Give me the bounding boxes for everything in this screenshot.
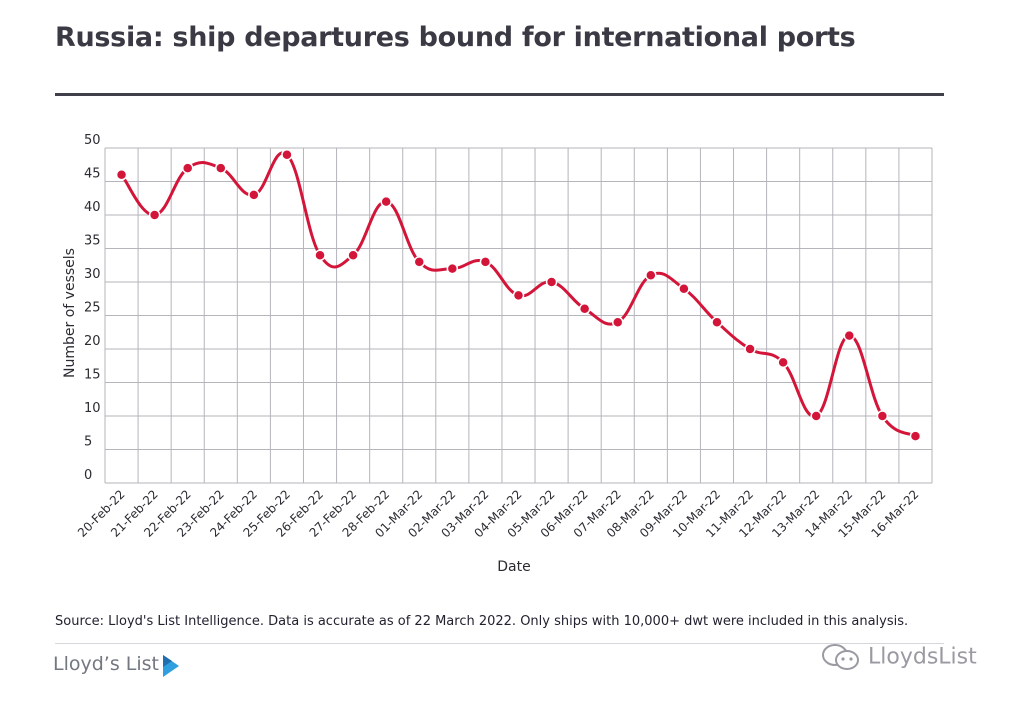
source-note: Source: Lloyd's List Intelligence. Data … bbox=[55, 614, 909, 629]
footer-divider bbox=[55, 643, 944, 644]
y-tick-label: 35 bbox=[84, 234, 101, 249]
lloyds-list-logo: Lloyd’s List bbox=[53, 653, 159, 675]
data-point bbox=[578, 303, 591, 315]
data-point bbox=[446, 262, 459, 275]
x-tick-labels: 20-Feb-2221-Feb-2222-Feb-2223-Feb-2224-F… bbox=[75, 487, 922, 540]
y-tick-label: 40 bbox=[84, 200, 101, 215]
y-axis-label: Number of vessels bbox=[62, 248, 78, 378]
y-tick-label: 15 bbox=[84, 368, 101, 383]
y-tick-label: 20 bbox=[84, 334, 101, 349]
data-point bbox=[744, 343, 756, 355]
y-tick-label: 30 bbox=[84, 267, 101, 282]
y-tick-label: 5 bbox=[84, 435, 92, 450]
lloyds-list-logo-mark-icon bbox=[163, 655, 179, 677]
data-point bbox=[413, 256, 426, 268]
data-point bbox=[843, 329, 856, 342]
y-tick-label: 10 bbox=[84, 401, 101, 416]
data-points bbox=[115, 148, 922, 442]
wechat-icon bbox=[822, 644, 859, 670]
data-point bbox=[611, 316, 624, 328]
data-point bbox=[215, 162, 227, 174]
data-point bbox=[148, 209, 161, 221]
data-point bbox=[545, 276, 558, 288]
y-tick-label: 45 bbox=[84, 167, 101, 182]
data-point bbox=[115, 169, 128, 181]
x-axis-label: Date bbox=[497, 559, 530, 575]
data-point bbox=[380, 195, 392, 208]
data-point bbox=[479, 256, 492, 268]
title-divider bbox=[55, 93, 944, 96]
y-tick-label: 25 bbox=[84, 301, 101, 316]
y-tick-label: 0 bbox=[84, 468, 92, 483]
data-point bbox=[711, 316, 723, 328]
data-point bbox=[181, 162, 194, 174]
watermark-text: LloydsList bbox=[868, 644, 977, 670]
data-point bbox=[909, 430, 922, 442]
data-point bbox=[876, 410, 889, 422]
watermark: LloydsList bbox=[820, 642, 977, 672]
y-tick-labels: 0 5 10 15 20 25 30 35 40 45 50 bbox=[84, 133, 101, 483]
chart-title: Russia: ship departures bound for intern… bbox=[55, 22, 856, 53]
data-point bbox=[347, 249, 359, 261]
data-point bbox=[645, 269, 657, 282]
data-point bbox=[281, 148, 293, 161]
data-point bbox=[777, 356, 789, 369]
data-point bbox=[810, 410, 822, 422]
line-chart: 0 5 10 15 20 25 30 35 40 45 50 20-Feb-2221-Feb-222… bbox=[62, 133, 933, 575]
data-point bbox=[314, 249, 326, 261]
grid-lines bbox=[104, 147, 933, 484]
data-point bbox=[248, 189, 260, 201]
data-point bbox=[512, 289, 525, 302]
data-point bbox=[678, 282, 690, 295]
y-tick-label: 50 bbox=[84, 133, 101, 148]
